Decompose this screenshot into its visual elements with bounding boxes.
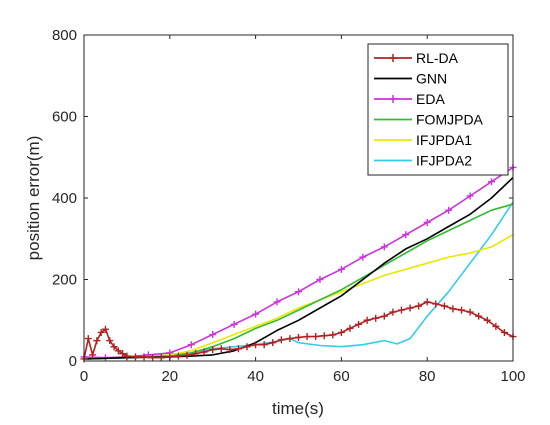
series-point-rl-da bbox=[397, 306, 405, 314]
axis-layer: 0 20 40 60 80 100 0 200 400 600 800 bbox=[52, 27, 526, 385]
series-point-rl-da bbox=[183, 351, 191, 359]
x-tick-label: 40 bbox=[247, 368, 264, 385]
legend-label-rl-da: RL-DA bbox=[416, 50, 459, 66]
series-point-eda bbox=[295, 288, 302, 296]
legend-label-gnn: GNN bbox=[416, 71, 447, 87]
series-point-rl-da bbox=[119, 350, 127, 358]
series-point-eda bbox=[209, 331, 217, 339]
series-point-rl-da bbox=[475, 312, 483, 320]
y-axis-label: position error(m) bbox=[24, 136, 43, 261]
y-tick-label: 600 bbox=[52, 109, 77, 126]
x-tick-label: 0 bbox=[80, 368, 88, 385]
series-point-eda bbox=[273, 298, 281, 306]
series-point-rl-da bbox=[423, 298, 431, 306]
series-point-rl-da bbox=[97, 328, 105, 336]
series-point-eda bbox=[230, 320, 238, 328]
x-tick-label: 100 bbox=[500, 368, 525, 385]
series-point-rl-da bbox=[449, 305, 457, 313]
series-point-rl-da bbox=[209, 346, 217, 354]
y-tick-label: 800 bbox=[52, 27, 77, 44]
series-point-eda bbox=[445, 206, 453, 214]
series-point-rl-da bbox=[329, 331, 337, 339]
series-point-rl-da bbox=[346, 324, 354, 332]
series-point-eda bbox=[359, 253, 367, 261]
series-point-rl-da bbox=[312, 333, 320, 341]
legend-box bbox=[367, 43, 509, 176]
series-point-rl-da bbox=[406, 304, 414, 312]
series-point-rl-da bbox=[500, 328, 508, 336]
series-point-rl-da bbox=[466, 308, 474, 316]
series-point-rl-da bbox=[101, 325, 109, 333]
series-point-eda bbox=[337, 265, 345, 273]
series-point-eda bbox=[316, 276, 324, 283]
series-point-rl-da bbox=[286, 335, 294, 343]
x-tick-label: 60 bbox=[333, 368, 350, 385]
series-point-eda bbox=[402, 231, 410, 239]
y-tick-label: 400 bbox=[52, 190, 77, 207]
series-point-rl-da bbox=[483, 316, 491, 324]
legend-marker-eda bbox=[389, 95, 397, 103]
series-point-rl-da bbox=[200, 348, 208, 356]
x-axis-label: time(s) bbox=[272, 399, 324, 418]
series-point-rl-da bbox=[140, 353, 148, 361]
series-point-rl-da bbox=[157, 354, 165, 362]
series-point-rl-da bbox=[295, 333, 302, 341]
series-point-eda bbox=[380, 243, 388, 251]
series-point-rl-da bbox=[337, 328, 345, 336]
legend-marker-rl-da bbox=[389, 54, 397, 62]
series-layer bbox=[80, 163, 517, 363]
series-point-eda bbox=[252, 310, 260, 318]
legend-label-fomjpda: FOMJPDA bbox=[416, 112, 484, 128]
series-point-eda bbox=[466, 192, 474, 200]
series-point-rl-da bbox=[84, 335, 92, 343]
y-tick-label: 0 bbox=[69, 353, 77, 370]
series-point-rl-da bbox=[372, 314, 380, 322]
legend-label-ifjpda2: IFJPDA2 bbox=[416, 153, 472, 169]
series-point-rl-da bbox=[277, 336, 285, 344]
series-point-rl-da bbox=[389, 308, 397, 316]
series-point-rl-da bbox=[243, 343, 251, 351]
series-point-rl-da bbox=[303, 333, 311, 341]
series-point-rl-da bbox=[260, 341, 268, 349]
series-point-eda bbox=[187, 341, 195, 349]
series-point-rl-da bbox=[363, 316, 371, 324]
series-point-rl-da bbox=[226, 346, 234, 354]
series-point-rl-da bbox=[106, 337, 114, 345]
series-point-rl-da bbox=[174, 352, 182, 360]
series-point-eda bbox=[423, 218, 431, 226]
series-point-rl-da bbox=[149, 354, 157, 362]
series-line-gnn bbox=[83, 177, 514, 360]
legend-label-eda: EDA bbox=[416, 91, 445, 107]
series-point-rl-da bbox=[355, 320, 363, 328]
series-point-rl-da bbox=[440, 302, 448, 310]
series-point-rl-da bbox=[269, 339, 277, 347]
series-point-rl-da bbox=[234, 345, 242, 353]
series-point-rl-da bbox=[123, 352, 131, 360]
series-point-rl-da bbox=[380, 312, 388, 320]
x-tick-label: 20 bbox=[161, 368, 178, 385]
series-point-rl-da bbox=[93, 337, 101, 345]
series-line-fomjpda bbox=[83, 203, 514, 360]
legend: RL-DA GNN EDA FOMJPDA IFJPDA1 IFJPDA2 bbox=[367, 43, 509, 176]
series-point-rl-da bbox=[458, 306, 466, 314]
series-point-rl-da bbox=[492, 322, 500, 330]
series-point-rl-da bbox=[252, 341, 260, 349]
series-point-rl-da bbox=[415, 302, 423, 310]
series-point-rl-da bbox=[131, 353, 139, 361]
series-point-rl-da bbox=[217, 345, 225, 353]
series-point-rl-da bbox=[89, 351, 97, 359]
series-point-rl-da bbox=[432, 300, 440, 308]
series-point-eda bbox=[488, 178, 496, 186]
legend-label-ifjpda1: IFJPDA1 bbox=[416, 132, 472, 148]
series-point-rl-da bbox=[320, 332, 328, 340]
series-point-rl-da bbox=[192, 350, 200, 358]
x-tick-label: 80 bbox=[419, 368, 436, 385]
series-point-rl-da bbox=[110, 343, 118, 351]
y-tick-label: 200 bbox=[52, 272, 77, 289]
series-point-rl-da bbox=[114, 347, 122, 355]
